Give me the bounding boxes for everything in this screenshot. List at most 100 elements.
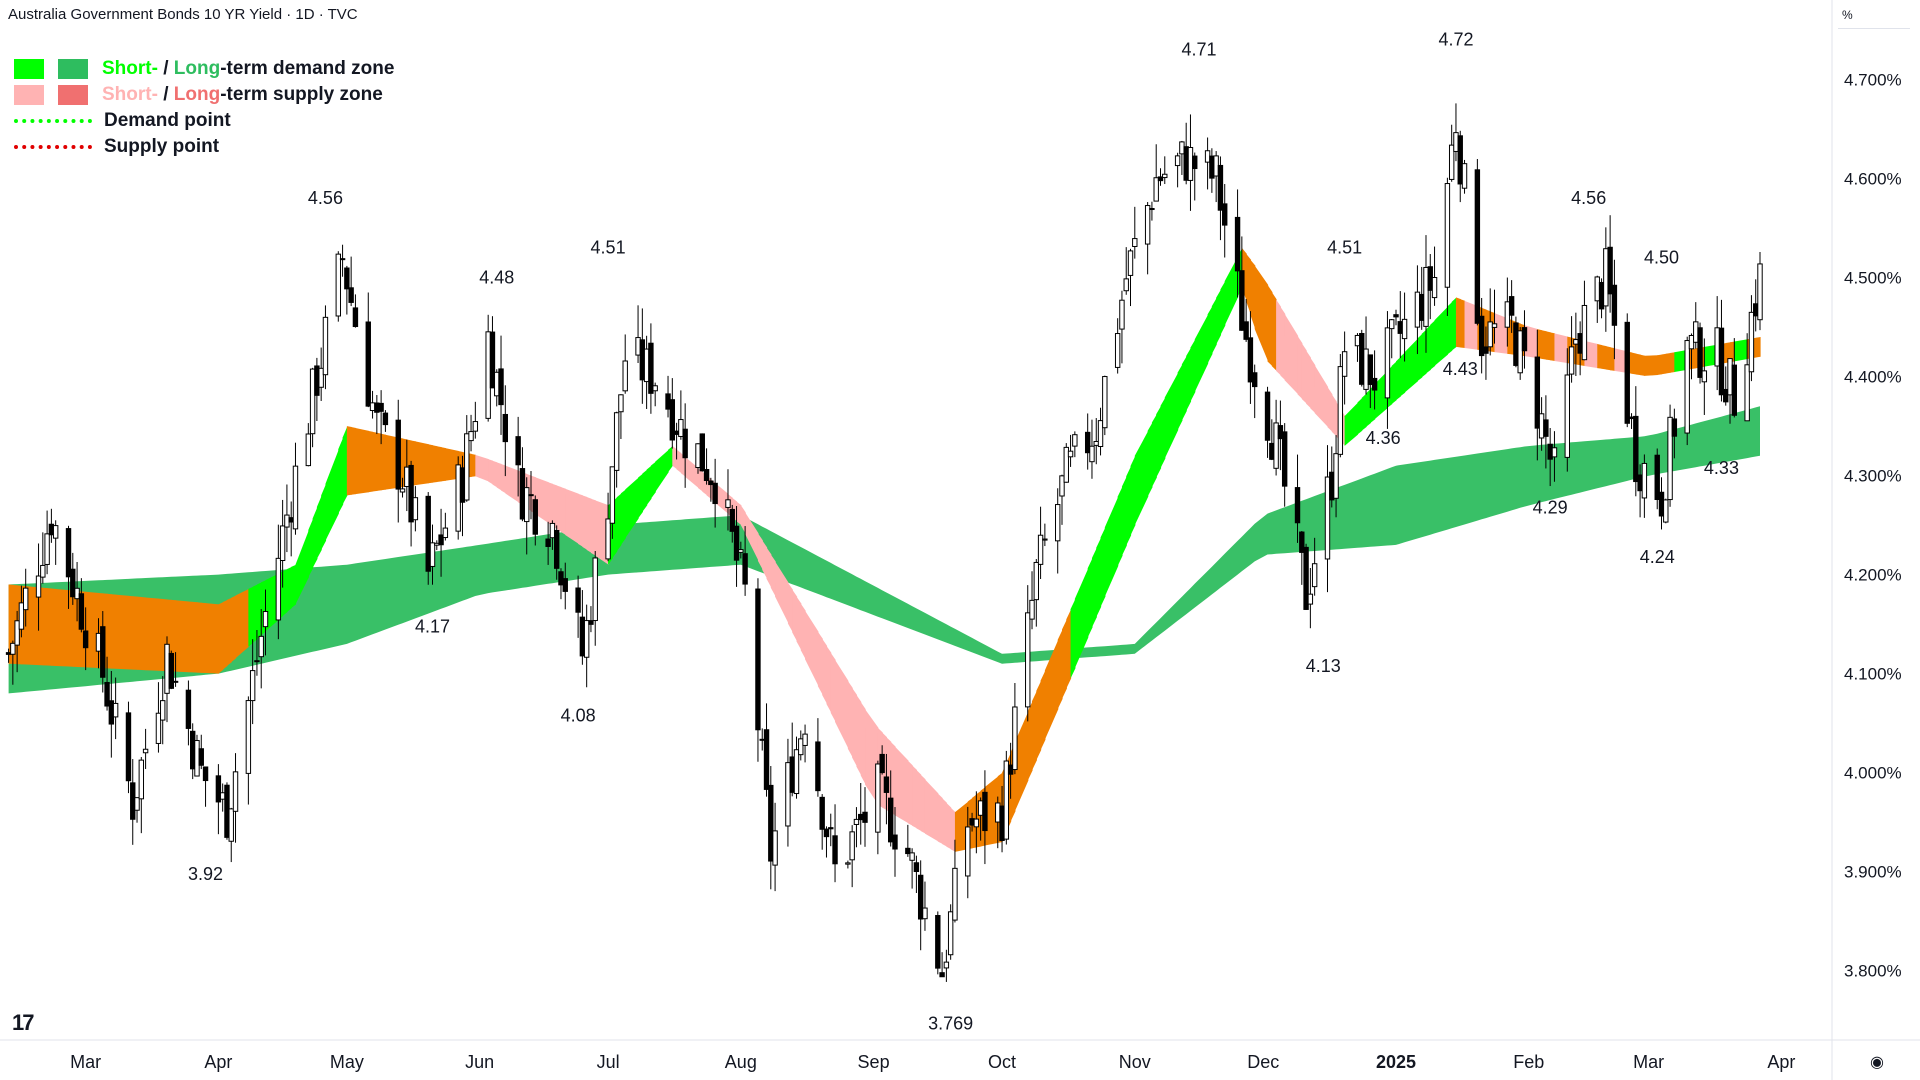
candle-body bbox=[1055, 504, 1061, 542]
candle bbox=[168, 650, 174, 690]
short-term-zone-segment bbox=[787, 582, 793, 633]
candle bbox=[44, 510, 50, 575]
price-scale-unit[interactable]: % bbox=[1838, 6, 1910, 29]
candle bbox=[82, 607, 89, 671]
candle-body bbox=[1307, 593, 1314, 605]
demand-long-swatch bbox=[58, 59, 88, 79]
candle bbox=[292, 442, 299, 535]
short-term-zone-segment bbox=[616, 493, 622, 552]
candle-body bbox=[802, 733, 808, 746]
short-term-zone-segment bbox=[441, 447, 446, 482]
candle-body bbox=[40, 564, 46, 578]
candle bbox=[888, 770, 894, 847]
candle bbox=[798, 730, 804, 761]
candle bbox=[1003, 750, 1010, 845]
x-axis: Mar Apr May Jun Jul Aug Sep Oct Nov Dec 2025 Feb Mar… bbox=[70, 1052, 1795, 1072]
candle bbox=[10, 640, 16, 685]
short-term-zone-segment bbox=[445, 448, 459, 481]
candle bbox=[408, 460, 414, 547]
short-term-zone-segment bbox=[984, 776, 999, 846]
candle-body bbox=[1671, 418, 1678, 437]
x-tick-label: Sep bbox=[858, 1052, 890, 1072]
candle bbox=[1611, 259, 1618, 360]
candle-body bbox=[228, 808, 234, 842]
candle bbox=[138, 757, 145, 834]
y-tick-label: 4.600% bbox=[1844, 170, 1902, 189]
short-term-zone-segment bbox=[1276, 299, 1281, 376]
candle-body bbox=[408, 464, 414, 523]
candle-body bbox=[485, 331, 491, 419]
candle-body bbox=[729, 508, 735, 532]
candle-body bbox=[288, 517, 294, 523]
short-term-zone-segment bbox=[865, 709, 879, 805]
candle bbox=[155, 682, 162, 753]
short-term-zone-segment bbox=[796, 596, 802, 651]
tradingview-logo-icon[interactable]: 17 bbox=[12, 1010, 35, 1035]
candle bbox=[558, 568, 564, 600]
candle bbox=[1534, 329, 1541, 461]
candle bbox=[262, 589, 269, 656]
candle bbox=[858, 782, 864, 845]
short-term-zone-segment bbox=[894, 746, 909, 824]
short-term-zone-segment bbox=[1460, 299, 1466, 349]
candle bbox=[365, 292, 371, 408]
candle-body bbox=[305, 433, 312, 467]
candle bbox=[1072, 431, 1078, 458]
candle bbox=[613, 411, 620, 488]
candle bbox=[1389, 319, 1395, 359]
short-term-zone-segment bbox=[295, 530, 309, 605]
short-term-zone-segment bbox=[835, 659, 849, 749]
short-term-zone-segment bbox=[72, 590, 78, 667]
candle bbox=[215, 764, 222, 835]
candle bbox=[1037, 506, 1044, 579]
candle-body bbox=[284, 514, 290, 528]
candle bbox=[879, 745, 885, 775]
candle-body bbox=[785, 762, 791, 827]
candle bbox=[802, 724, 808, 763]
candle bbox=[853, 807, 860, 848]
candle-body bbox=[1483, 346, 1489, 354]
short-term-zone-segment bbox=[1207, 306, 1213, 364]
candle-body bbox=[1401, 318, 1408, 340]
candle-body bbox=[1153, 177, 1159, 202]
short-term-zone-segment bbox=[201, 602, 207, 674]
candle-body bbox=[258, 635, 264, 658]
settings-icon[interactable]: ◉ bbox=[1870, 1054, 1884, 1071]
candle bbox=[708, 477, 714, 502]
candle-body bbox=[588, 620, 594, 625]
legend-demand-sep: / bbox=[157, 58, 174, 79]
candle-body bbox=[947, 911, 954, 956]
candle bbox=[1457, 130, 1463, 203]
short-term-zone-segment bbox=[552, 483, 558, 530]
candle bbox=[378, 390, 384, 445]
candle bbox=[819, 794, 825, 850]
candle-body bbox=[1658, 491, 1665, 517]
short-term-zone-segment bbox=[1091, 547, 1097, 628]
candle-body bbox=[1718, 327, 1725, 396]
candle-body bbox=[1217, 164, 1224, 211]
candle bbox=[1033, 559, 1040, 627]
candle bbox=[1658, 477, 1665, 530]
candle bbox=[1307, 568, 1314, 629]
short-term-zone-segment bbox=[1211, 297, 1217, 354]
candle-body bbox=[335, 253, 341, 317]
short-term-zone-segment bbox=[1267, 284, 1273, 367]
short-term-zone-segment bbox=[1657, 354, 1663, 376]
x-tick-label: Nov bbox=[1119, 1052, 1151, 1072]
candle bbox=[1384, 311, 1391, 429]
candle bbox=[1093, 418, 1099, 465]
short-term-zone-segment bbox=[1066, 609, 1072, 689]
short-term-zone-segment bbox=[501, 464, 506, 494]
candle-body bbox=[1517, 330, 1523, 374]
short-term-zone-segment bbox=[385, 434, 399, 490]
candle-body bbox=[254, 660, 260, 663]
short-term-zone-segment bbox=[265, 573, 279, 632]
candle-body bbox=[1367, 354, 1374, 385]
short-term-zone-segment bbox=[655, 449, 669, 493]
candle-body bbox=[1663, 499, 1669, 523]
candle bbox=[190, 723, 196, 780]
candle-body bbox=[1247, 337, 1254, 383]
short-term-zone-segment bbox=[1734, 339, 1748, 362]
candle bbox=[965, 806, 971, 899]
